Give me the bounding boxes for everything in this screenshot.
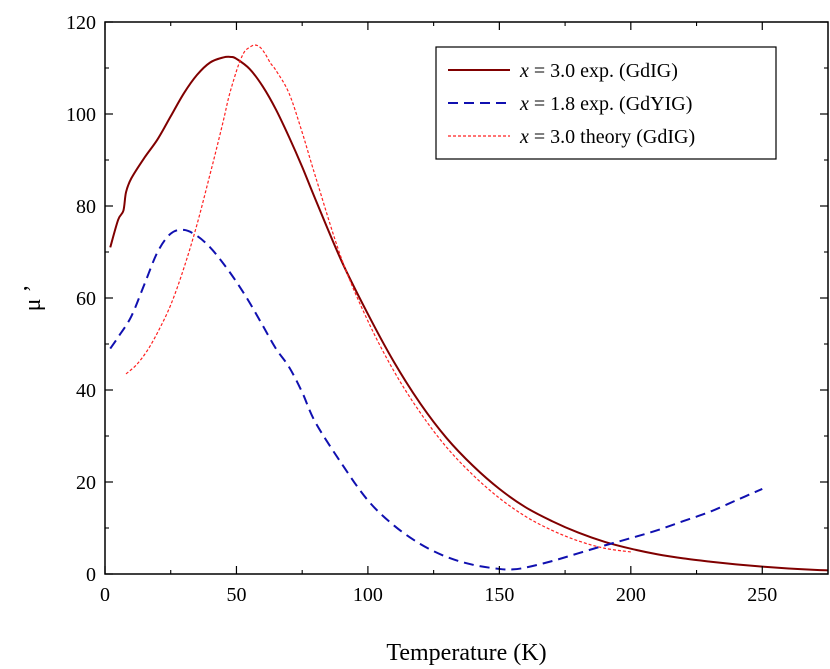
legend-box [435, 46, 777, 160]
series-lines [109, 44, 829, 572]
legend-label-3: x = 3.0 theory (GdIG) [519, 126, 695, 148]
legend-var: x [519, 60, 529, 82]
y-tick-label: 0 [86, 564, 96, 586]
x-tick-label: 50 [226, 584, 246, 606]
legend-text: = 3.0 theory (GdIG) [529, 126, 695, 148]
legend-text: = 3.0 exp. (GdIG) [529, 60, 678, 82]
legend-label-1: x = 3.0 exp. (GdIG) [519, 60, 678, 82]
series-line-3 [125, 44, 631, 553]
legend-var: x [519, 93, 529, 115]
tick-labels: 0 50 100 150 200 250 0 20 40 60 80 100 120 [66, 12, 777, 606]
y-tick-label: 60 [76, 288, 96, 310]
y-tick-label: 120 [66, 12, 96, 34]
legend-text: = 1.8 exp. (GdYIG) [529, 93, 692, 115]
series-line-1 [109, 55, 829, 572]
x-tick-label: 0 [100, 584, 110, 606]
y-axis-label: μ ’ [20, 285, 46, 312]
x-tick-label: 100 [353, 584, 383, 606]
legend-var: x [519, 126, 529, 148]
legend-label-2: x = 1.8 exp. (GdYIG) [519, 93, 692, 115]
plot-area [104, 21, 829, 575]
x-tick-label: 250 [747, 584, 777, 606]
axis-ticks [104, 21, 828, 575]
x-axis-label: Temperature (K) [386, 640, 546, 666]
y-tick-label: 40 [76, 380, 96, 402]
x-tick-label: 200 [616, 584, 646, 606]
y-tick-label: 100 [66, 104, 96, 126]
legend: x = 3.0 exp. (GdIG)x = 1.8 exp. (GdYIG)x… [435, 46, 777, 160]
series-line-2 [109, 228, 763, 571]
y-tick-label: 80 [76, 196, 96, 218]
x-tick-label: 150 [484, 584, 514, 606]
y-tick-label: 20 [76, 472, 96, 494]
